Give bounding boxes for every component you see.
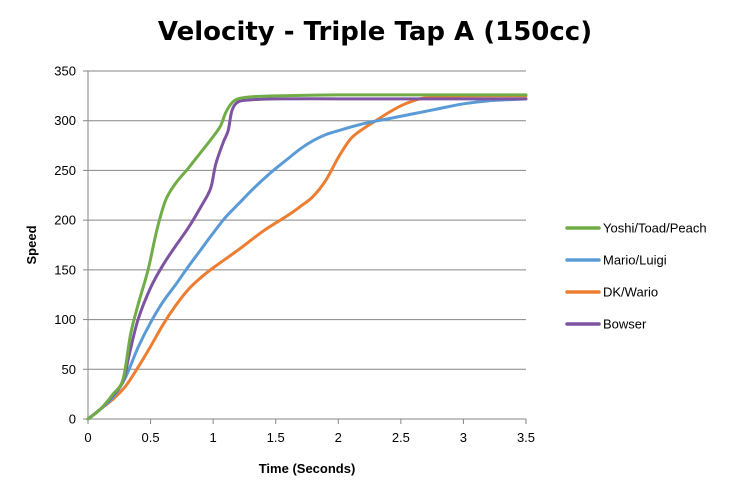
x-tick-label: 2.5 <box>392 430 410 445</box>
x-tick-label: 0 <box>84 430 91 445</box>
x-tick-label: 3 <box>460 430 467 445</box>
legend-label-mario-luigi: Mario/Luigi <box>603 253 667 268</box>
legend-label-bowser: Bowser <box>603 317 647 332</box>
series-line-yoshi-toad-peach <box>86 93 528 421</box>
x-axis-title: Time (Seconds) <box>259 461 356 476</box>
series-layer <box>86 93 528 421</box>
legend-label-yoshi-toad-peach: Yoshi/Toad/Peach <box>603 221 707 236</box>
y-tick-label: 300 <box>54 113 76 128</box>
series-line-dk-wario <box>86 94 528 421</box>
y-tick-label: 150 <box>54 262 76 277</box>
y-axis-ticks: 0 50 100 150 200 250 300 350 <box>54 64 88 427</box>
x-tick-label: 0.5 <box>142 430 160 445</box>
x-tick-label: 1.5 <box>267 430 285 445</box>
y-axis-title: Speed <box>24 225 39 264</box>
y-tick-label: 250 <box>54 163 76 178</box>
y-tick-label: 0 <box>69 412 76 427</box>
y-tick-label: 50 <box>62 362 76 377</box>
series-line-bowser <box>86 97 528 421</box>
x-tick-label: 3.5 <box>517 430 535 445</box>
y-tick-label: 200 <box>54 213 76 228</box>
x-tick-label: 2 <box>335 430 342 445</box>
x-axis-ticks: 0 0.5 1 1.5 2 2.5 3 3.5 <box>84 419 535 445</box>
x-tick-label: 1 <box>210 430 217 445</box>
legend: Yoshi/Toad/Peach Mario/Luigi DK/Wario Bowse… <box>565 221 707 332</box>
series-line-mario-luigi <box>86 97 528 421</box>
chart-title: Velocity - Triple Tap A (150cc) <box>158 17 592 47</box>
y-tick-label: 100 <box>54 312 76 327</box>
gridlines <box>88 70 526 370</box>
y-tick-label: 350 <box>54 64 76 79</box>
legend-label-dk-wario: DK/Wario <box>603 285 658 300</box>
